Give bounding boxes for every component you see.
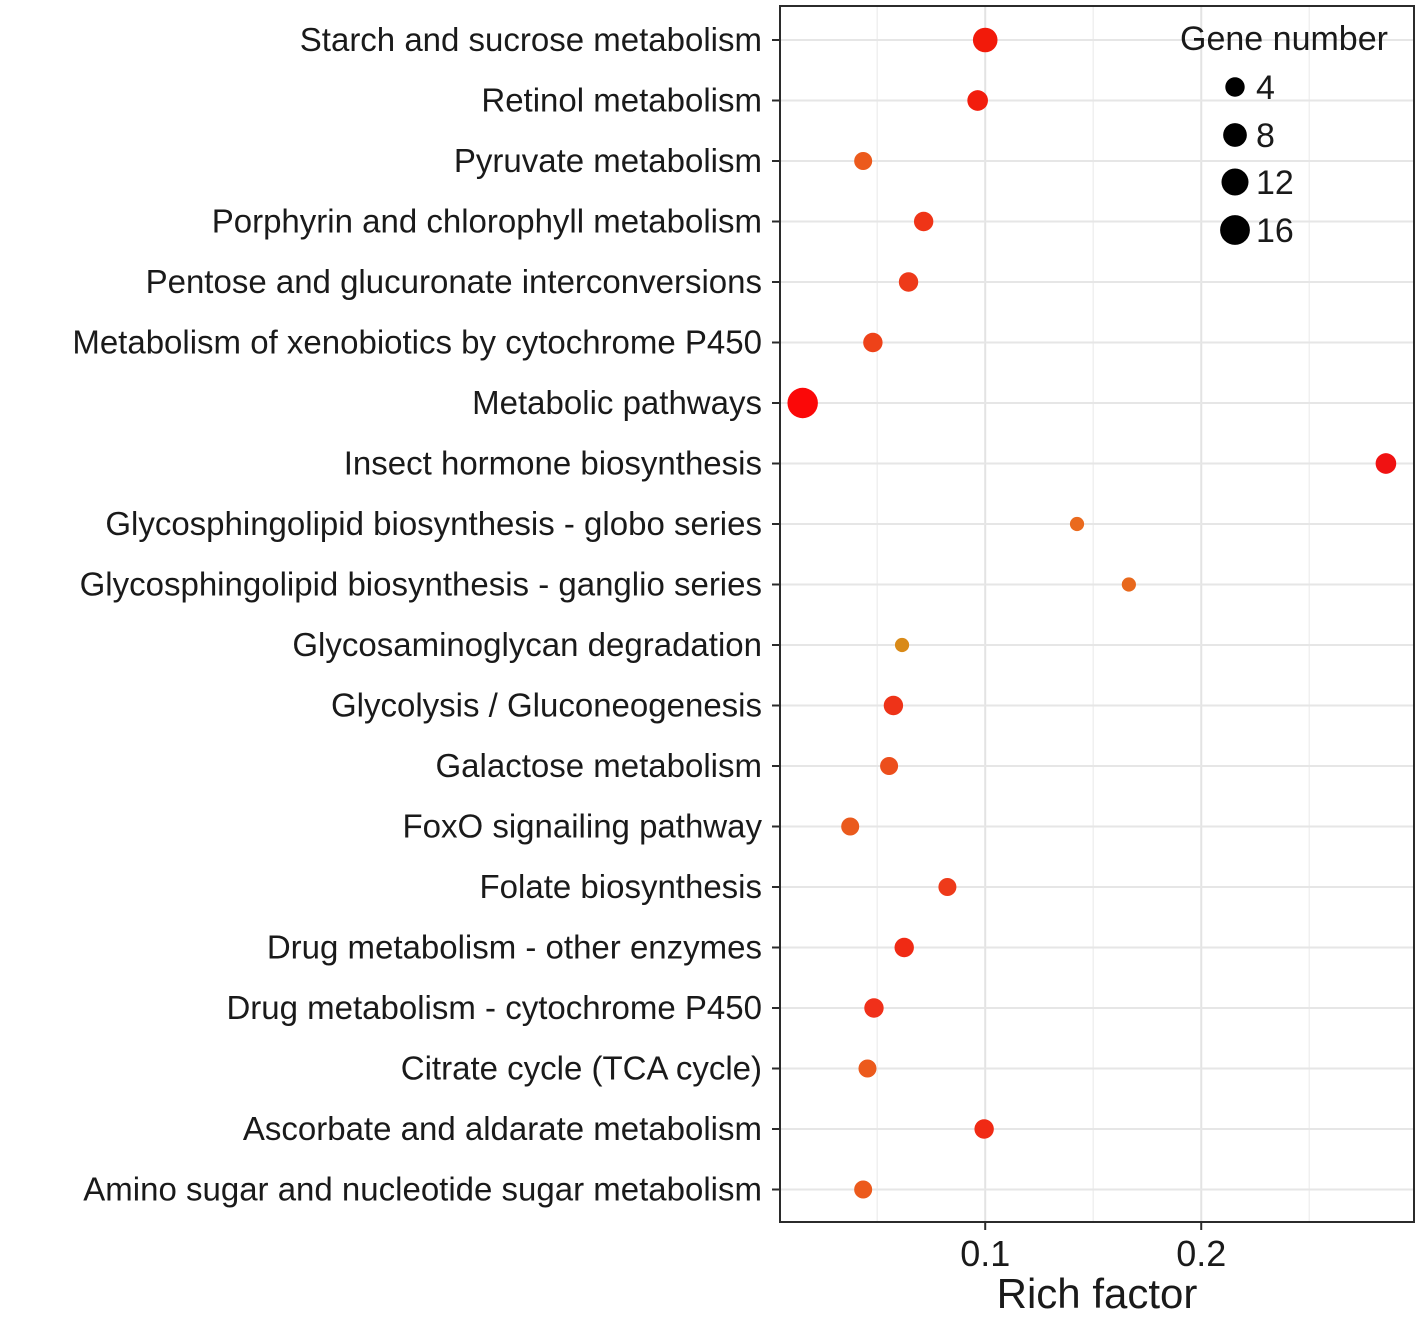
y-tick-label: Galactose metabolism	[436, 747, 762, 784]
legend-size-dot	[1223, 123, 1247, 147]
data-point	[841, 817, 860, 836]
plot-frame	[779, 5, 1415, 1223]
points-layer	[787, 27, 1397, 1199]
y-tick-label: Drug metabolism - cytochrome P450	[226, 989, 762, 1026]
y-tick-label: Drug metabolism - other enzymes	[267, 929, 762, 966]
x-tick-label: 0.1	[960, 1233, 1010, 1274]
y-tick-label: Retinol metabolism	[481, 82, 762, 119]
y-tick-label: Pentose and glucuronate interconversions	[146, 263, 762, 300]
y-tick-label: Glycosphingolipid biosynthesis - ganglio…	[80, 566, 762, 603]
data-point	[894, 637, 910, 653]
legend-size-label: 4	[1256, 69, 1275, 107]
data-point	[854, 1180, 873, 1199]
y-axis: Starch and sucrose metabolism Retinol met…	[72, 21, 780, 1208]
x-axis: 0.1 0.2	[960, 1222, 1226, 1274]
data-point	[1375, 453, 1397, 474]
legend-size-dot	[1225, 77, 1245, 97]
data-point	[898, 272, 919, 292]
data-point	[880, 756, 899, 776]
data-point	[863, 332, 883, 353]
data-point	[972, 27, 998, 53]
y-tick-label: Insect hormone biosynthesis	[344, 445, 762, 482]
x-axis-title: Rich factor	[997, 1270, 1198, 1312]
data-point	[1121, 577, 1136, 592]
legend-size-dot	[1221, 168, 1249, 196]
data-point	[938, 877, 957, 897]
data-point	[967, 90, 988, 111]
y-tick-label: Glycolysis / Gluconeogenesis	[331, 687, 762, 724]
y-tick-label: Folate biosynthesis	[480, 868, 762, 905]
grid-layer	[780, 6, 1414, 1222]
size-legend: Gene number 4 8 12 16	[1180, 20, 1388, 250]
data-point	[1069, 516, 1085, 532]
data-point	[894, 937, 914, 958]
y-tick-label: Amino sugar and nucleotide sugar metabol…	[83, 1171, 762, 1208]
data-point	[974, 1119, 994, 1139]
y-tick-label: FoxO signailing pathway	[402, 808, 762, 845]
y-tick-label: Metabolism of xenobiotics by cytochrome …	[72, 324, 762, 361]
y-tick-label: Starch and sucrose metabolism	[300, 21, 762, 58]
y-tick-label: Citrate cycle (TCA cycle)	[401, 1050, 762, 1087]
data-point	[854, 151, 873, 171]
legend-size-label: 16	[1256, 212, 1294, 250]
x-tick-label: 0.2	[1176, 1233, 1226, 1274]
legend-size-dot	[1220, 215, 1250, 245]
data-point	[858, 1059, 877, 1078]
data-point	[787, 387, 818, 419]
y-tick-label: Metabolic pathways	[472, 384, 762, 421]
y-tick-label: Glycosphingolipid biosynthesis - globo s…	[105, 505, 762, 542]
y-tick-label: Ascorbate and aldarate metabolism	[243, 1110, 762, 1147]
data-point	[883, 695, 904, 716]
legend-title: Gene number	[1180, 20, 1388, 58]
y-tick-label: Glycosaminoglycan degradation	[292, 626, 762, 663]
legend-size-label: 8	[1256, 117, 1275, 155]
data-point	[864, 998, 884, 1018]
legend-size-label: 12	[1256, 164, 1294, 202]
y-tick-label: Porphyrin and chlorophyll metabolism	[212, 203, 762, 240]
data-point	[913, 211, 934, 232]
y-tick-label: Pyruvate metabolism	[454, 142, 762, 179]
